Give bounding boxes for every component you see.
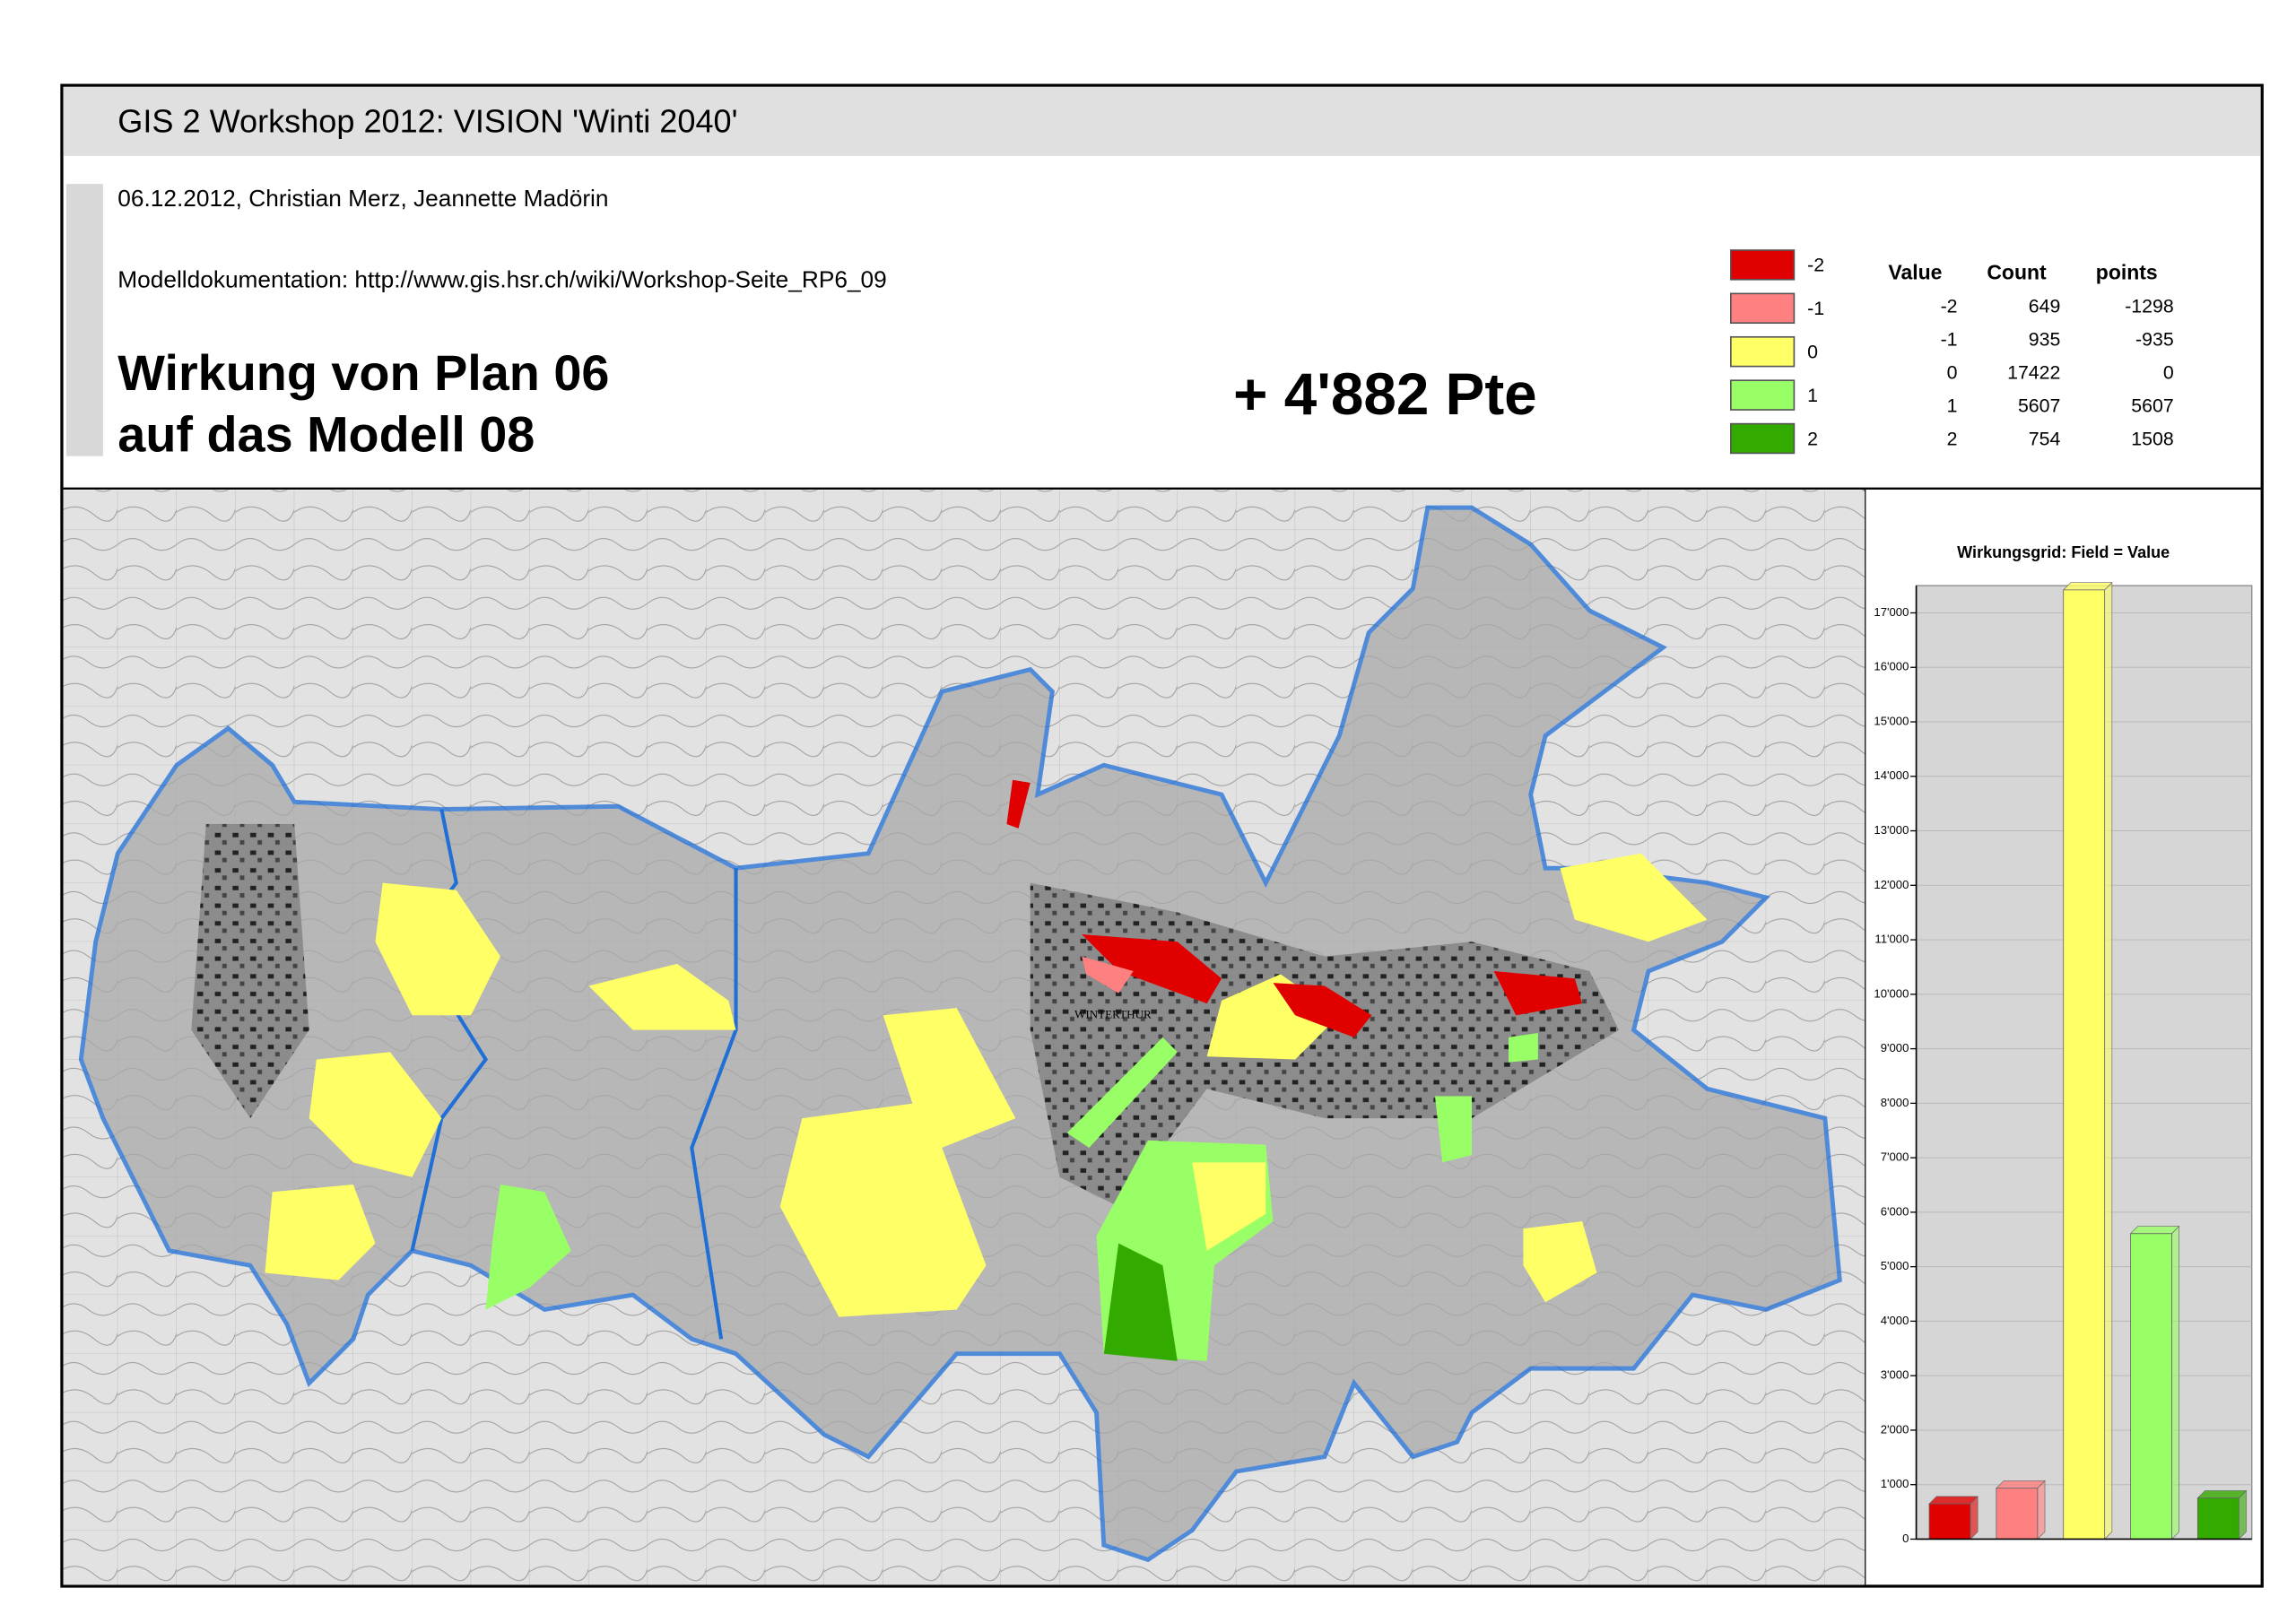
table-cell: 649 — [2029, 296, 2061, 317]
legend: Value Count points -2 -2 649 -1298 -1 -1 935 -935 0… — [1730, 249, 2174, 455]
zone-neutral — [1523, 1221, 1597, 1303]
y-tick-label: 17'000 — [1874, 605, 1909, 619]
legend-label: -1 — [1807, 298, 1824, 319]
bar — [2130, 1233, 2172, 1540]
documentation-link: Modelldokumentation: http://www.gis.hsr.… — [117, 265, 886, 292]
table-cell: 1 — [1947, 395, 1958, 416]
table-cell: -1298 — [2125, 296, 2174, 317]
map: WINTERTHUR — [63, 490, 1866, 1585]
heading: Wirkung von Plan 06 — [117, 344, 609, 401]
legend-swatch — [1730, 292, 1796, 325]
bar — [1996, 1488, 2039, 1540]
y-tick-label: 7'000 — [1881, 1150, 1909, 1164]
bar-top — [2129, 1226, 2180, 1235]
table-cell: 2 — [1947, 428, 1958, 449]
title: GIS 2 Workshop 2012: VISION 'Winti 2040' — [117, 102, 737, 139]
y-tick-label: 6'000 — [1881, 1204, 1909, 1218]
zone-negative — [1273, 983, 1372, 1037]
heading: auf das Modell 08 — [117, 406, 535, 463]
legend-label: 2 — [1807, 428, 1818, 449]
bar-top — [1996, 1480, 2046, 1488]
table-cell: 17422 — [2007, 361, 2060, 383]
zone-neutral — [309, 1052, 442, 1177]
authors: 06.12.2012, Christian Merz, Jeannette Ma… — [117, 185, 608, 212]
table-cell: 754 — [2029, 428, 2061, 449]
table-cell: 0 — [1947, 361, 1958, 383]
zone-negative — [1493, 971, 1583, 1016]
y-tick-label: 2'000 — [1881, 1422, 1909, 1436]
y-tick-label: 12'000 — [1874, 878, 1909, 891]
y-tick-label: 3'000 — [1881, 1368, 1909, 1382]
y-tick-label: 0 — [1902, 1532, 1909, 1545]
boundary — [690, 868, 738, 1340]
bar-side — [2104, 581, 2113, 1541]
zone-positive — [1434, 1096, 1473, 1163]
legend-label: 1 — [1807, 385, 1818, 406]
table-cell: 1508 — [2131, 428, 2173, 449]
zone-neutral — [1192, 1162, 1266, 1251]
bar — [1928, 1503, 1971, 1540]
zone-positive — [1509, 1032, 1538, 1063]
y-tick-label: 15'000 — [1874, 714, 1909, 727]
legend-swatch — [1730, 379, 1796, 411]
bar — [2196, 1497, 2239, 1540]
bar — [2063, 589, 2106, 1540]
bar-top — [2196, 1490, 2248, 1498]
legend-swatch — [1730, 422, 1796, 455]
y-tick-label: 5'000 — [1881, 1259, 1909, 1272]
table-header: Value — [1888, 260, 1942, 283]
zone-neutral — [588, 963, 736, 1030]
y-tick-label: 13'000 — [1874, 823, 1909, 837]
bar-top — [1928, 1496, 1979, 1505]
urban-area — [191, 823, 309, 1119]
table-cell: 935 — [2029, 329, 2061, 351]
chart: Wirkungsgrid: Field = Value 0 1'000 2'000 3… — [1874, 543, 2253, 1545]
zone-slight-negative — [1082, 956, 1134, 994]
legend-label: -2 — [1807, 255, 1824, 276]
y-tick-label: 10'000 — [1874, 986, 1909, 1000]
y-tick-label: 16'000 — [1874, 660, 1909, 673]
y-tick-label: 14'000 — [1874, 768, 1909, 782]
table-cell: 5607 — [2018, 395, 2060, 416]
zone-neutral — [375, 882, 500, 1016]
table-header: Count — [1987, 260, 2047, 283]
y-tick-label: 11'000 — [1874, 933, 1909, 946]
table-cell: -935 — [2135, 329, 2174, 351]
y-tick-label: 9'000 — [1881, 1041, 1909, 1055]
legend-swatch — [1730, 335, 1796, 368]
zone-positive — [485, 1184, 571, 1310]
legend-label: 0 — [1807, 341, 1818, 362]
table-cell: 0 — [2163, 361, 2174, 383]
total-points: + 4'882 Pte — [1233, 361, 1537, 427]
place-label: WINTERTHUR — [1074, 1007, 1152, 1020]
y-tick-label: 1'000 — [1881, 1477, 1909, 1490]
table-cell: 5607 — [2131, 395, 2173, 416]
bar-side — [2037, 1480, 2046, 1541]
legend-swatch — [1730, 249, 1796, 281]
bar-side — [2171, 1225, 2179, 1541]
zone-neutral — [1560, 853, 1708, 942]
zone-negative — [1082, 934, 1222, 1004]
table-cell: -2 — [1941, 296, 1958, 317]
y-tick-label: 4'000 — [1881, 1314, 1909, 1327]
bar-side — [2238, 1489, 2247, 1541]
side-bar — [65, 184, 103, 456]
table-header: points — [2096, 260, 2158, 283]
title-bar — [63, 86, 2261, 156]
zone-negative — [1006, 779, 1031, 829]
zone-positive — [1066, 1037, 1178, 1148]
zone-neutral — [779, 1008, 1016, 1317]
zone-strong-positive — [1103, 1243, 1178, 1361]
y-tick-label: 8'000 — [1881, 1096, 1909, 1109]
table-cell: -1 — [1941, 329, 1958, 351]
bar-top — [2062, 582, 2113, 591]
zone-neutral — [265, 1184, 376, 1280]
chart-title: Wirkungsgrid: Field = Value — [1957, 543, 2170, 561]
